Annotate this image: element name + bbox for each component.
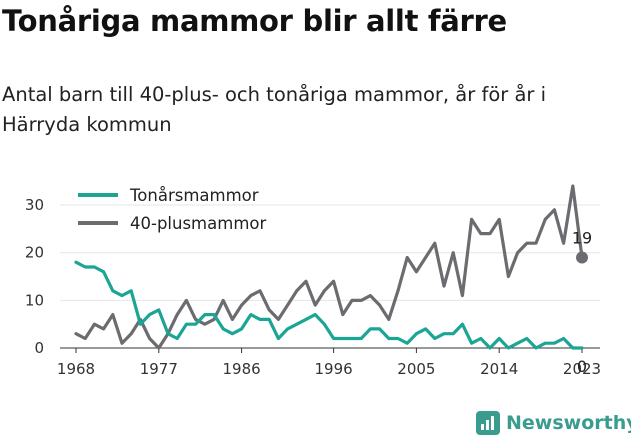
series-line-tonarsmammor	[74, 260, 584, 350]
x-tick-label: 1986	[223, 360, 261, 378]
legend: Tonårsmammor 40-plusmammor	[78, 186, 266, 233]
x-tick-label: 2014	[480, 360, 518, 378]
legend-label: Tonårsmammor	[129, 186, 259, 205]
chart-subtitle: Antal barn till 40-plus- och tonåriga ma…	[2, 83, 547, 136]
brand-name: Newsworthy	[506, 412, 631, 434]
newsworthy-chart-icon	[476, 411, 500, 435]
x-tick-label: 2005	[397, 360, 435, 378]
x-tick-label: 1968	[57, 360, 95, 378]
y-tick-label: 20	[25, 244, 44, 262]
series-line-40-plusmammor	[74, 184, 584, 350]
x-tick-label: 1996	[315, 360, 353, 378]
end-value-label: 19	[572, 228, 592, 247]
series-lines	[74, 184, 584, 350]
y-tick-label: 10	[25, 291, 44, 309]
chart-title: Tonåriga mammor blir allt färre	[2, 4, 507, 38]
x-tick-label: 1977	[140, 360, 178, 378]
end-value-label: 0	[577, 357, 587, 376]
y-tick-label: 0	[34, 339, 44, 357]
y-tick-label: 30	[25, 196, 44, 214]
legend-label: 40-plusmammor	[130, 214, 266, 233]
x-tick-label: 2023	[563, 360, 601, 378]
end-labels: 0 19	[572, 228, 592, 376]
end-point	[576, 251, 588, 264]
newsworthy-brand[interactable]: Newsworthy	[476, 409, 631, 437]
